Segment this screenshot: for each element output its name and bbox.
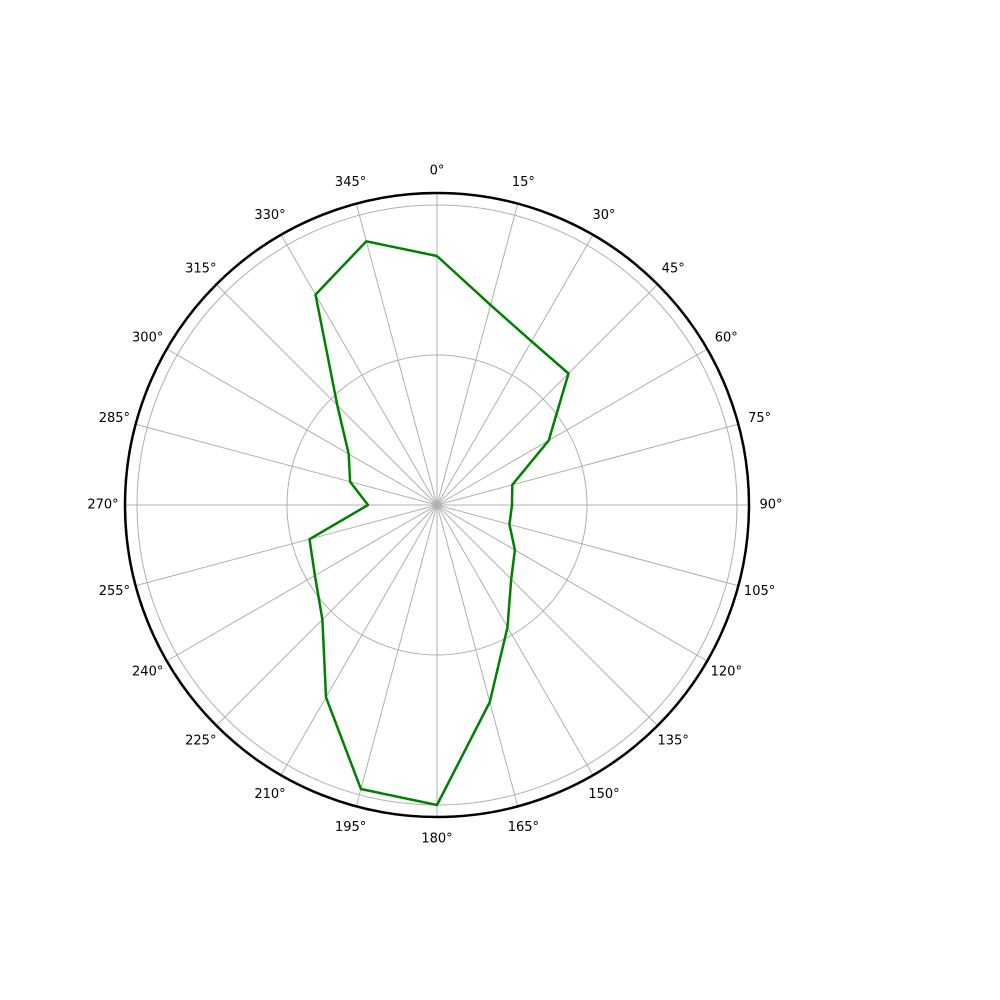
theta-tick-label: 135° bbox=[658, 734, 689, 749]
theta-tick-label: 315° bbox=[185, 261, 216, 276]
theta-tick-label: 90° bbox=[759, 498, 782, 513]
theta-tick-label: 180° bbox=[421, 832, 452, 847]
theta-tick-label: 60° bbox=[715, 331, 738, 346]
theta-tick-label: 300° bbox=[132, 331, 163, 346]
theta-tick-label: 150° bbox=[588, 787, 619, 802]
theta-tick-label: 30° bbox=[592, 208, 615, 223]
theta-tick-label: 285° bbox=[99, 411, 130, 426]
theta-tick-label: 45° bbox=[662, 261, 685, 276]
theta-gridline-23 bbox=[355, 203, 438, 506]
theta-gridline-5 bbox=[436, 423, 739, 506]
theta-gridline-1 bbox=[436, 203, 519, 506]
theta-tick-label: 165° bbox=[508, 820, 539, 835]
theta-gridline-14 bbox=[280, 504, 438, 776]
theta-gridline-10 bbox=[436, 504, 594, 776]
theta-gridline-15 bbox=[216, 504, 438, 726]
series-layer bbox=[308, 240, 570, 807]
theta-gridline-3 bbox=[436, 284, 658, 506]
theta-gridline-4 bbox=[436, 348, 708, 506]
theta-gridline-19 bbox=[135, 423, 438, 506]
theta-tick-label: 105° bbox=[744, 584, 775, 599]
theta-tick-label: 120° bbox=[711, 665, 742, 680]
theta-tick-label: 225° bbox=[185, 734, 216, 749]
theta-tick-label: 195° bbox=[335, 820, 366, 835]
theta-gridline-7 bbox=[436, 504, 739, 587]
theta-gridline-17 bbox=[135, 504, 438, 587]
theta-tick-label: 15° bbox=[512, 175, 535, 190]
theta-gridline-9 bbox=[436, 504, 658, 726]
theta-gridline-16 bbox=[166, 504, 438, 662]
theta-tick-label: 240° bbox=[132, 665, 163, 680]
theta-gridline-20 bbox=[166, 348, 438, 506]
theta-tick-label: 255° bbox=[99, 584, 130, 599]
theta-gridline-8 bbox=[436, 504, 708, 662]
theta-tick-label: 345° bbox=[335, 175, 366, 190]
theta-gridline-22 bbox=[280, 234, 438, 506]
theta-tick-label: 270° bbox=[87, 498, 118, 513]
theta-tick-label: 210° bbox=[254, 787, 285, 802]
theta-gridline-13 bbox=[355, 504, 438, 807]
theta-gridline-2 bbox=[436, 234, 594, 506]
polar-frame bbox=[123, 191, 751, 819]
series-line-0 bbox=[308, 240, 570, 807]
theta-tick-label: 75° bbox=[748, 411, 771, 426]
theta-tick-labels: 0° 15° 30° 45° 60° 75° 90° 105° 120° 135° 150° 165°… bbox=[87, 164, 782, 847]
theta-tick-label: 0° bbox=[430, 164, 445, 179]
polar-grid bbox=[125, 193, 749, 817]
theta-gridline-21 bbox=[216, 284, 438, 506]
theta-gridline-11 bbox=[436, 504, 519, 807]
theta-tick-label: 330° bbox=[254, 208, 285, 223]
